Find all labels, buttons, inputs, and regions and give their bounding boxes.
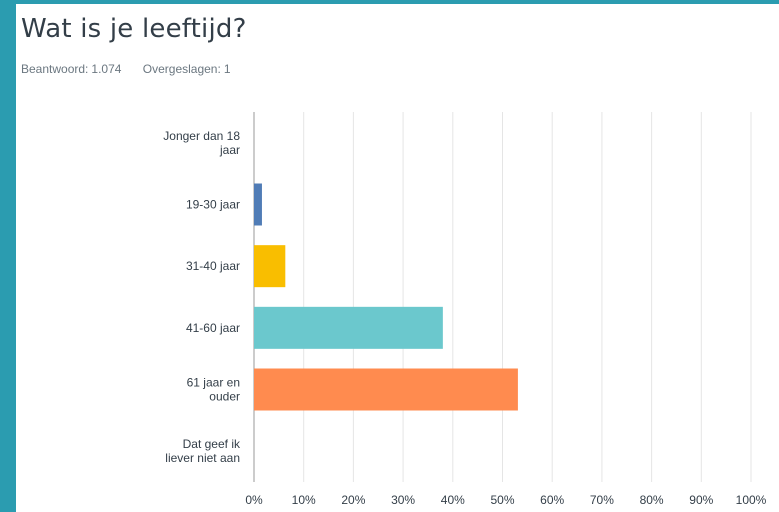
x-tick-label: 0% xyxy=(245,493,263,507)
category-label-line: 19-30 jaar xyxy=(186,198,240,212)
bar[interactable] xyxy=(254,368,518,411)
x-tick-label: 40% xyxy=(441,493,465,507)
answered-stat: Beantwoord: 1.074 xyxy=(21,62,121,76)
skipped-stat: Overgeslagen: 1 xyxy=(143,62,231,76)
bar-layer xyxy=(254,183,518,411)
category-label-layer: Jonger dan 18 jaar 19-30 jaar 31-40 jaar 41-… xyxy=(163,129,241,465)
category-label-line: 41-60 jaar xyxy=(186,321,240,335)
bar-chart: Jonger dan 18 jaar 19-30 jaar 31-40 jaar 41-… xyxy=(163,112,767,507)
x-tick-label: 80% xyxy=(640,493,664,507)
x-tick-label: 20% xyxy=(341,493,365,507)
skipped-label: Overgeslagen: xyxy=(142,62,221,76)
grid-layer xyxy=(253,112,752,482)
answered-label: Beantwoord: xyxy=(21,62,89,76)
category-label: 61 jaar en ouder xyxy=(187,376,240,404)
category-label: 19-30 jaar xyxy=(186,198,240,212)
category-label: Jonger dan 18 jaar xyxy=(163,129,240,157)
x-tick-label: 10% xyxy=(292,493,316,507)
x-tick-label: 70% xyxy=(590,493,614,507)
category-label-line: 61 jaar en xyxy=(187,376,240,390)
category-label-line: jaar xyxy=(219,143,240,157)
x-tick-layer: 0% 10% 20% 30% 40% 50% 60% 70% 80% 90% 100% xyxy=(245,493,766,507)
x-tick-label: 30% xyxy=(391,493,415,507)
question-card: Wat is je leeftijd? Beantwoord: 1.074 Ove… xyxy=(16,4,779,512)
bar[interactable] xyxy=(254,306,443,349)
category-label-line: ouder xyxy=(209,390,240,404)
bar[interactable] xyxy=(254,245,286,288)
category-label-line: 31-40 jaar xyxy=(186,259,240,273)
category-label-line: Dat geef ik xyxy=(183,437,241,451)
x-tick-label: 50% xyxy=(490,493,514,507)
x-tick-label: 90% xyxy=(689,493,713,507)
response-stats: Beantwoord: 1.074 Overgeslagen: 1 xyxy=(21,62,249,76)
question-title: Wat is je leeftijd? xyxy=(21,14,247,44)
category-label-line: Jonger dan 18 xyxy=(163,129,240,143)
category-label: 41-60 jaar xyxy=(186,321,240,335)
category-label: Dat geef ik liever niet aan xyxy=(165,437,241,465)
bar[interactable] xyxy=(254,183,262,226)
skipped-value: 1 xyxy=(223,62,231,76)
category-label: 31-40 jaar xyxy=(186,259,240,273)
answered-value: 1.074 xyxy=(91,62,122,76)
x-tick-label: 60% xyxy=(540,493,564,507)
category-label-line: liever niet aan xyxy=(165,451,240,465)
x-tick-label: 100% xyxy=(736,493,767,507)
